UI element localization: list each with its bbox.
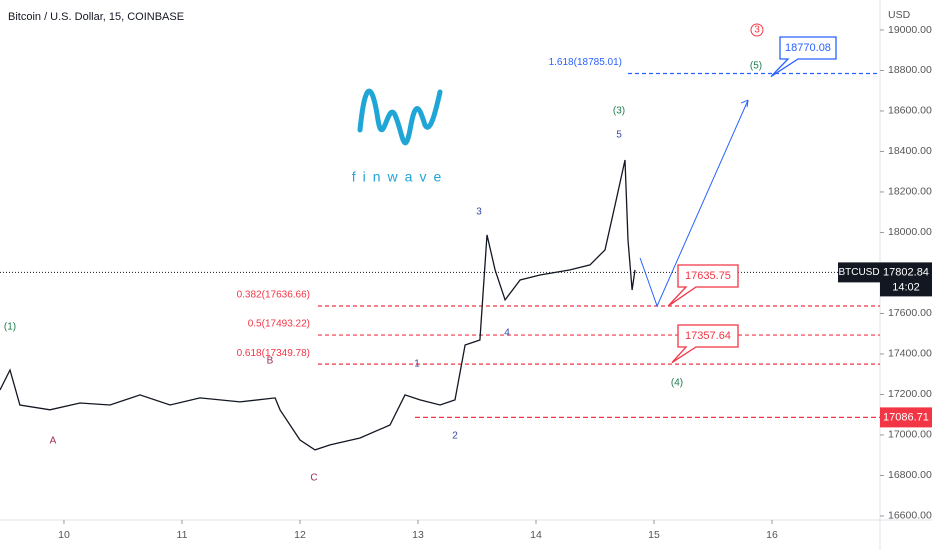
time-left-label: 14:02: [892, 281, 920, 293]
x-tick-label: 12: [294, 529, 306, 541]
symbol-tag: [838, 262, 880, 283]
wave-label: 1: [414, 359, 420, 370]
level-label: 0.382(17636.66): [237, 290, 310, 301]
wave-label: 4: [504, 328, 510, 339]
y-tick-label: 18600.00: [888, 105, 932, 117]
level-label: 0.618(17349.78): [237, 348, 310, 359]
wave-label: (4): [671, 378, 683, 389]
wave-label: 2: [452, 431, 458, 442]
last-price-tag: [880, 262, 932, 297]
price-line: [0, 159, 636, 451]
y-tick-label: 17400.00: [888, 348, 932, 360]
wave-label: 3: [754, 25, 760, 36]
y-tick-label: 17000.00: [888, 429, 932, 441]
y-tick-label: 18400.00: [888, 145, 932, 157]
y-tick-label: 16600.00: [888, 510, 932, 522]
callout-box: [667, 264, 739, 307]
x-tick-label: 15: [648, 529, 660, 541]
y-tick-label: 19000.00: [888, 24, 932, 36]
logo-wave: [357, 88, 443, 146]
wave-label: C: [310, 473, 317, 484]
callout-label: 18770.08: [785, 42, 831, 54]
arrow-head: [740, 99, 749, 108]
x-tick-label: 10: [58, 529, 70, 541]
symbol-tag-label: BTCUSD: [838, 267, 879, 278]
wave-label: 5: [616, 130, 622, 141]
y-tick-label: 18200.00: [888, 186, 932, 198]
level-label: 0.5(17493.22): [248, 319, 310, 330]
chart-title: Bitcoin / U.S. Dollar, 15, COINBASE: [8, 11, 184, 23]
wave-circle: [750, 23, 764, 37]
projection-line: [639, 99, 749, 308]
y-tick-label: 18800.00: [888, 64, 932, 76]
y-tick-label: 17600.00: [888, 307, 932, 319]
support-label: 17086.71: [883, 411, 929, 423]
last-price-label: 17802.84: [883, 266, 929, 278]
wave-label: B: [267, 356, 274, 367]
x-tick-label: 16: [766, 529, 778, 541]
callout-box: [671, 324, 739, 364]
x-tick-label: 13: [412, 529, 424, 541]
y-tick-label: 17200.00: [888, 388, 932, 400]
wave-label: (3): [613, 106, 625, 117]
level-label: 1.618(18785.01): [549, 57, 622, 68]
wave-label: A: [50, 436, 57, 447]
x-tick-label: 11: [177, 529, 188, 541]
currency-label: USD: [888, 9, 911, 21]
y-tick-label: 16800.00: [888, 469, 932, 481]
wave-label: (1): [4, 322, 16, 333]
wave-label: 3: [476, 207, 482, 218]
y-tick-label: 18000.00: [888, 226, 932, 238]
logo: [357, 88, 443, 146]
support-tag: [880, 407, 932, 428]
wave-label: (5): [750, 61, 762, 72]
callout-label: 17635.75: [685, 270, 731, 282]
x-tick-label: 14: [530, 529, 542, 541]
callout-box: [770, 36, 837, 78]
logo-text: finwave: [352, 169, 448, 185]
callout-label: 17357.64: [685, 330, 731, 342]
